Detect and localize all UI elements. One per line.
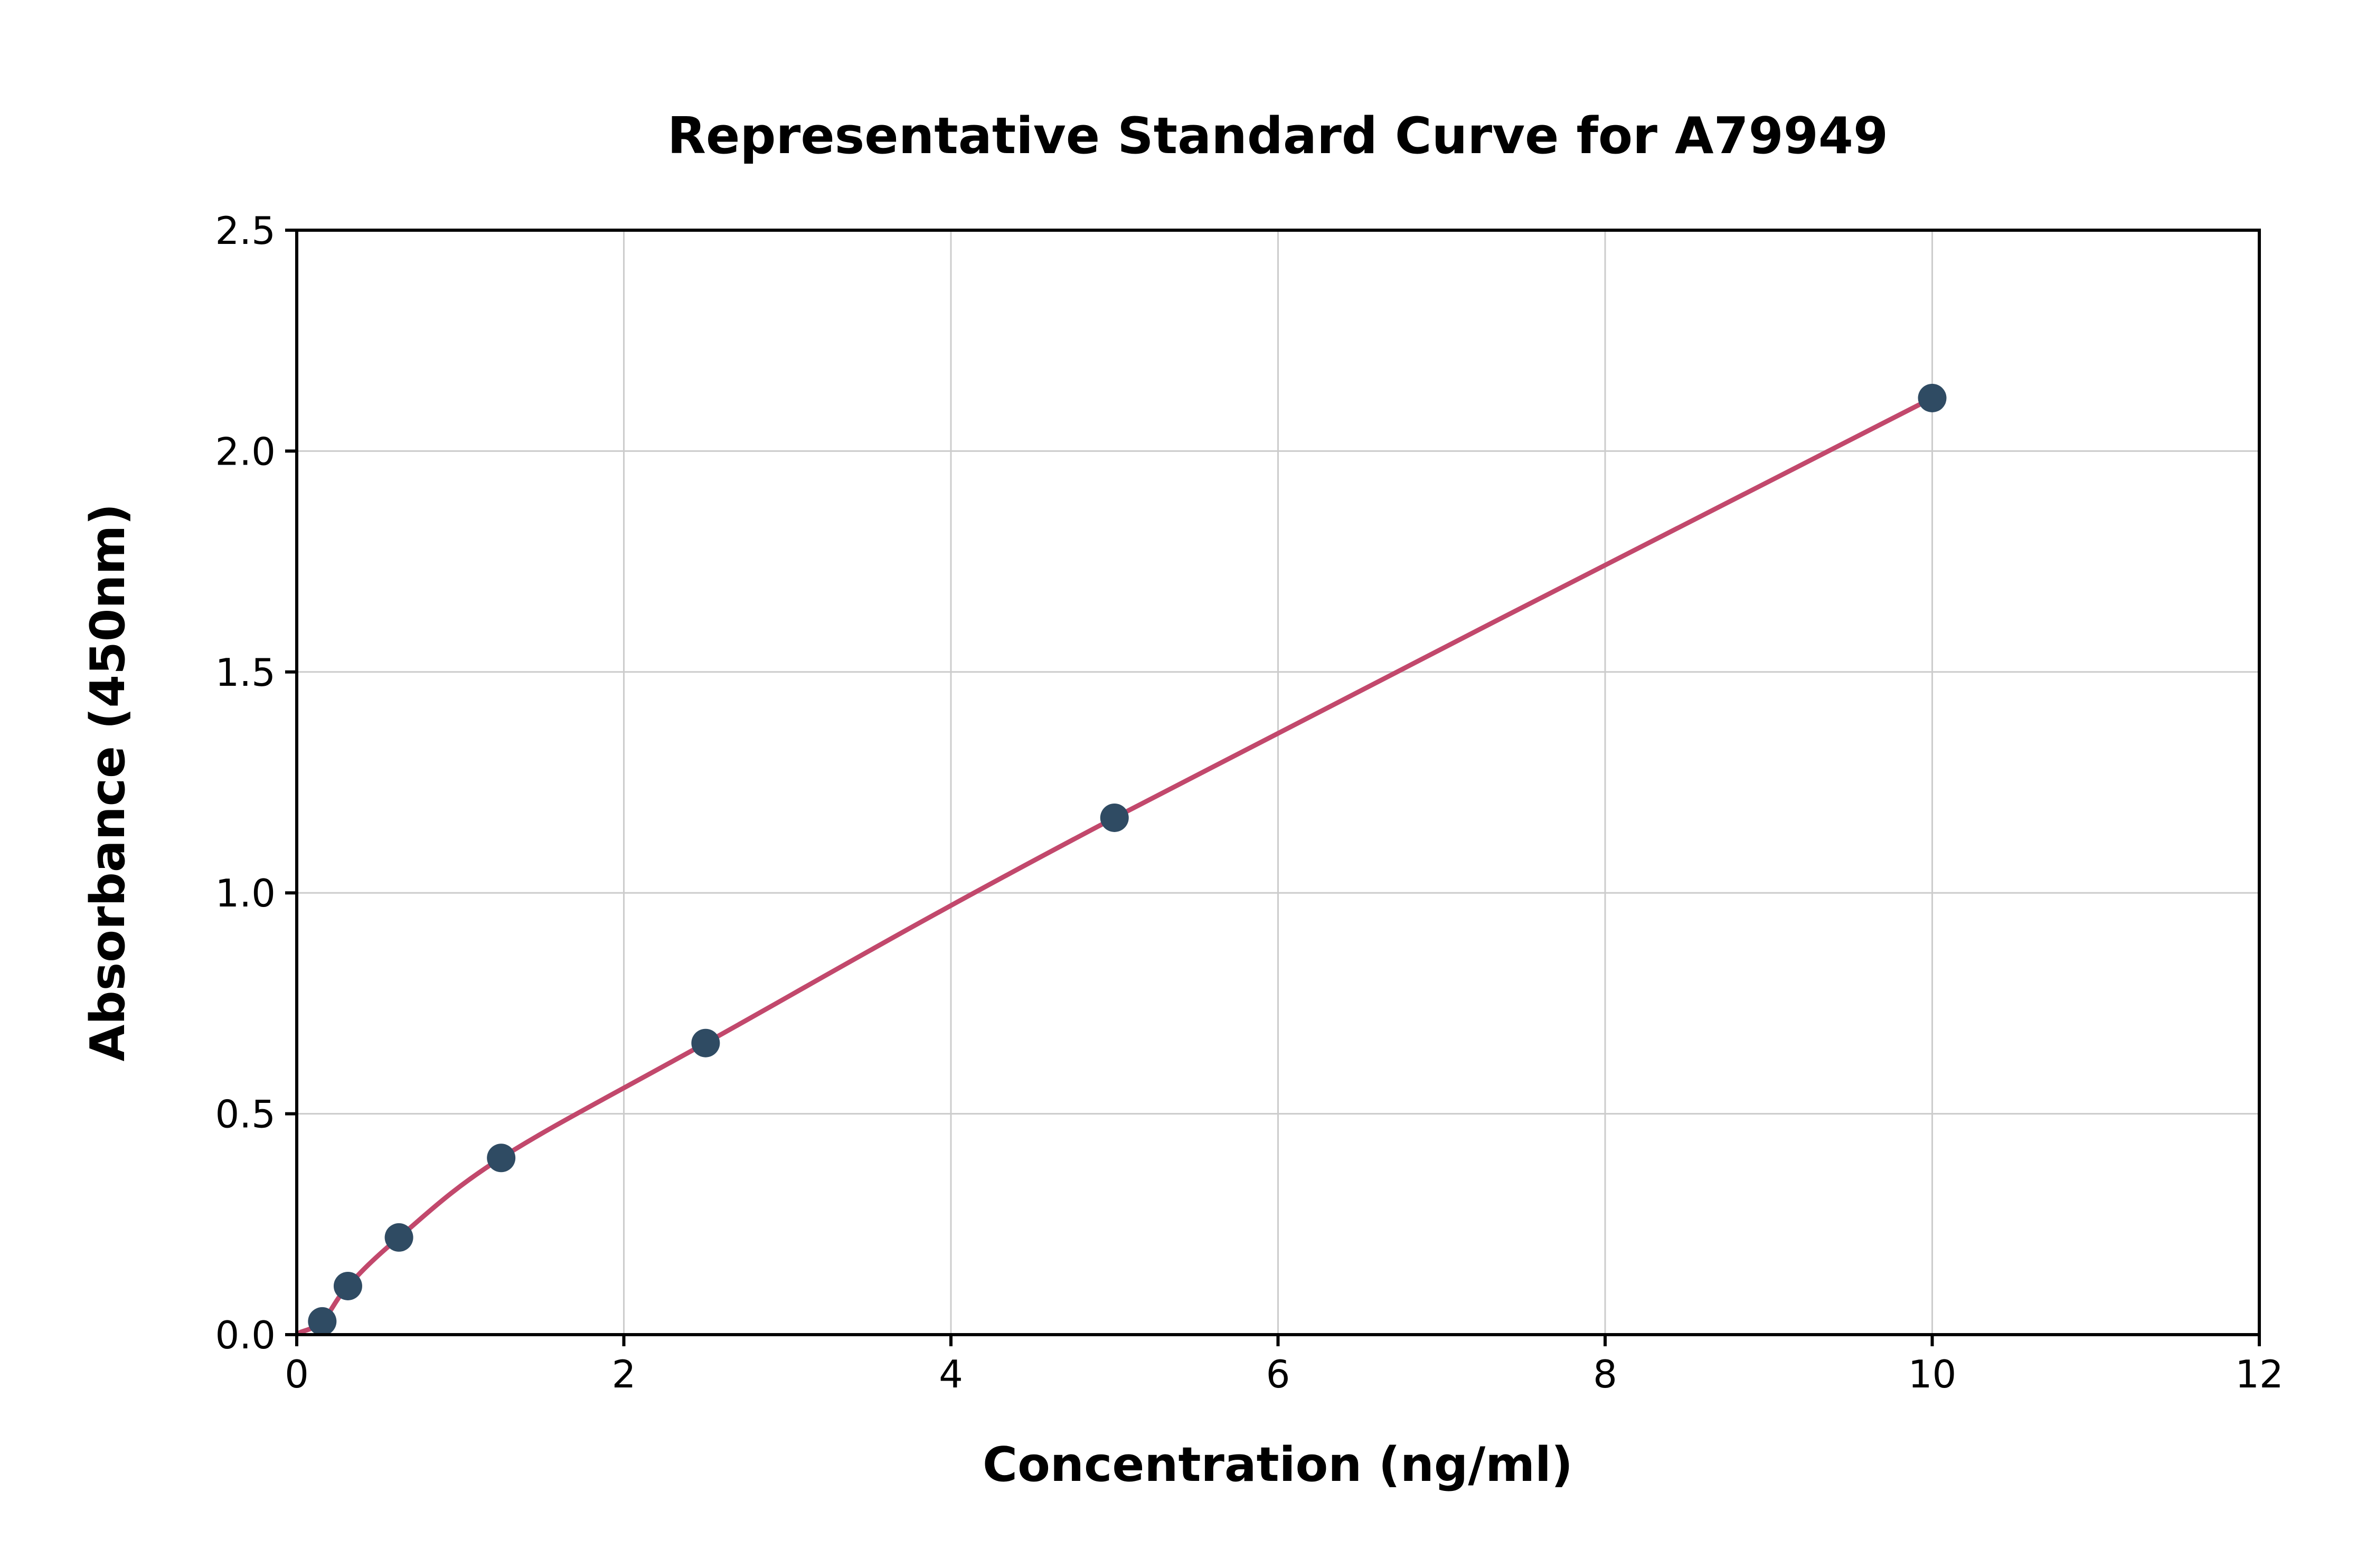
- data-point: [487, 1144, 516, 1173]
- data-point: [1918, 383, 1947, 412]
- y-tick-label: 0.5: [215, 1092, 276, 1137]
- y-tick-label: 0.0: [215, 1313, 276, 1357]
- y-tick-label: 2.0: [215, 429, 276, 474]
- x-tick-label: 2: [612, 1352, 636, 1396]
- data-point: [691, 1028, 720, 1057]
- x-axis-label: Concentration (ng/ml): [983, 1437, 1573, 1493]
- plot-area: 0 2 4 6 8 10 12 0.0 0.5 1.0 1.5 2.0 2.5: [215, 209, 2283, 1396]
- x-tick-label: 4: [939, 1352, 963, 1396]
- y-tick-label: 2.5: [215, 209, 276, 253]
- y-axis-label: Absorbance (450nm): [80, 504, 136, 1062]
- data-point: [333, 1271, 362, 1300]
- x-tick-label: 6: [1266, 1352, 1290, 1396]
- x-tick-label: 10: [1908, 1352, 1957, 1396]
- x-tick-label: 8: [1593, 1352, 1617, 1396]
- fitted-curve: [297, 395, 1935, 1335]
- data-point: [1100, 803, 1129, 832]
- data-point: [308, 1307, 337, 1336]
- x-tick-label: 0: [285, 1352, 309, 1396]
- y-tick-label: 1.5: [215, 650, 276, 695]
- data-point: [384, 1223, 413, 1252]
- chart-title: Representative Standard Curve for A79949: [667, 107, 1888, 165]
- x-tick-label: 12: [2235, 1352, 2284, 1396]
- y-tick-label: 1.0: [215, 871, 276, 915]
